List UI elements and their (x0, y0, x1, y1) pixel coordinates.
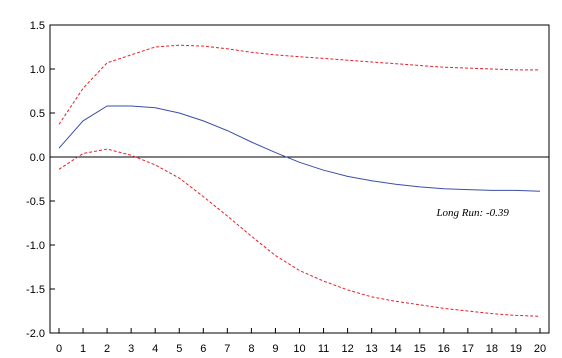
x-tick-label: 4 (152, 343, 158, 355)
x-tick-label: 9 (272, 343, 278, 355)
x-tick-label: 20 (534, 343, 546, 355)
y-tick-label: -1.0 (26, 240, 45, 252)
y-tick-label: 0.5 (30, 108, 45, 120)
x-tick-label: 17 (462, 343, 474, 355)
y-tick-label: -2.0 (26, 328, 45, 340)
x-tick-label: 18 (486, 343, 498, 355)
x-tick-label: 0 (56, 343, 62, 355)
y-tick-label: -0.5 (26, 196, 45, 208)
x-tick-label: 7 (224, 343, 230, 355)
x-tick-label: 3 (128, 343, 134, 355)
x-tick-label: 1 (80, 343, 86, 355)
x-tick-label: 14 (390, 343, 402, 355)
y-tick-label: 0.0 (30, 152, 45, 164)
x-tick-label: 16 (438, 343, 450, 355)
x-tick-label: 11 (318, 343, 329, 355)
plot-area: 1.51.00.50.0-0.5-1.0-1.5-2.00 1 2 3 4 5 6 7 8 9 10… (26, 20, 549, 355)
x-tick-label: 2 (104, 343, 110, 355)
x-tick-label: 19 (510, 343, 522, 355)
y-tick-label: -1.5 (26, 284, 45, 296)
plot-frame (50, 25, 549, 333)
x-tick-label: 15 (414, 343, 426, 355)
x-tick-label: 8 (248, 343, 254, 355)
x-tick-label: 6 (200, 343, 206, 355)
long-run-annotation: Long Run: -0.39 (435, 207, 509, 219)
x-tick-label: 10 (293, 343, 305, 355)
x-tick-label: 12 (341, 343, 353, 355)
x-tick-label: 5 (176, 343, 182, 355)
upper-band-line (59, 45, 540, 124)
estimate-line (59, 106, 540, 191)
lower-band-line (59, 149, 540, 316)
y-tick-label: 1.0 (30, 64, 45, 76)
y-tick-label: 1.5 (30, 20, 45, 32)
x-tick-label: 13 (366, 343, 378, 355)
